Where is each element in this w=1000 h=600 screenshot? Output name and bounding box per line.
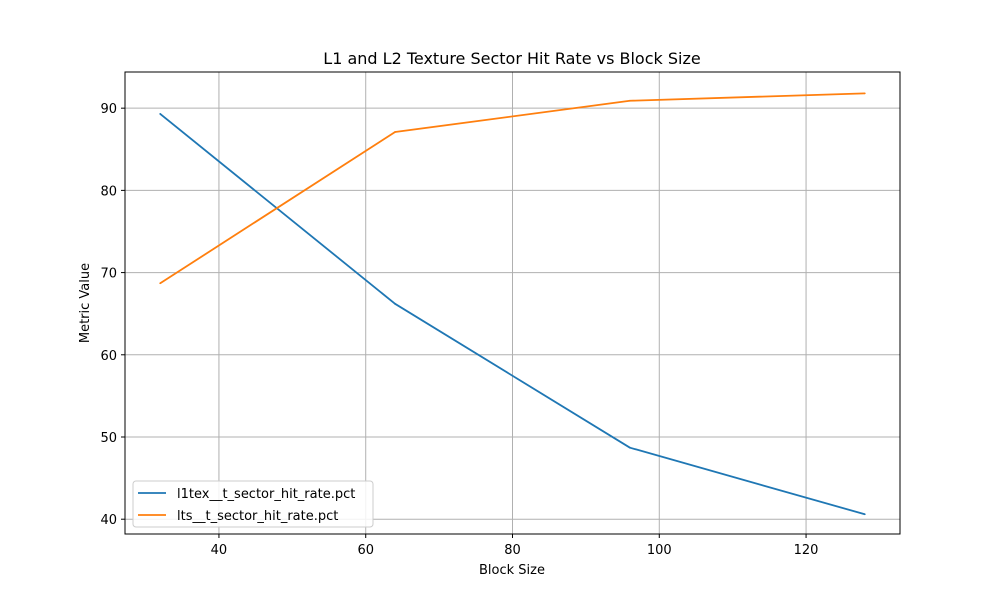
legend-label-1: l1tex__t_sector_hit_rate.pct bbox=[177, 487, 355, 502]
y-tick-label: 50 bbox=[100, 431, 117, 446]
series-layer bbox=[159, 92, 866, 516]
y-tick-label: 70 bbox=[100, 267, 117, 282]
x-tick-label: 60 bbox=[357, 543, 374, 558]
y-axis-label: Metric Value bbox=[78, 263, 93, 343]
x-tick-label: 40 bbox=[211, 543, 228, 558]
y-tick-label: 90 bbox=[100, 102, 117, 117]
x-tick-label: 100 bbox=[647, 543, 672, 558]
series-1-point bbox=[863, 513, 866, 516]
series-2-point bbox=[159, 282, 162, 285]
series-1-point bbox=[629, 446, 631, 449]
y-tick-label: 40 bbox=[100, 513, 117, 528]
x-tick-label: 80 bbox=[504, 543, 521, 558]
axis-ticks: 40 60 80 100 120 40 50 60 70 80 90 bbox=[100, 102, 818, 558]
series-1-point bbox=[159, 113, 162, 115]
chart-title: L1 and L2 Texture Sector Hit Rate vs Blo… bbox=[323, 49, 700, 68]
series-line-1 bbox=[159, 113, 866, 516]
legend: l1tex__t_sector_hit_rate.pct lts__t_secto… bbox=[132, 480, 374, 528]
series-2-point bbox=[394, 131, 396, 133]
x-tick-label: 120 bbox=[794, 543, 819, 558]
legend-box bbox=[132, 480, 374, 528]
y-tick-label: 80 bbox=[100, 184, 117, 199]
legend-label-2: lts__t_sector_hit_rate.pct bbox=[177, 509, 338, 524]
series-line-2 bbox=[159, 92, 865, 285]
y-tick-label: 60 bbox=[100, 349, 117, 364]
series-1-point bbox=[394, 302, 396, 305]
grid-lines bbox=[125, 72, 900, 534]
x-axis-label: Block Size bbox=[479, 563, 545, 578]
series-2-point bbox=[629, 99, 631, 102]
series-2-point bbox=[863, 92, 866, 95]
